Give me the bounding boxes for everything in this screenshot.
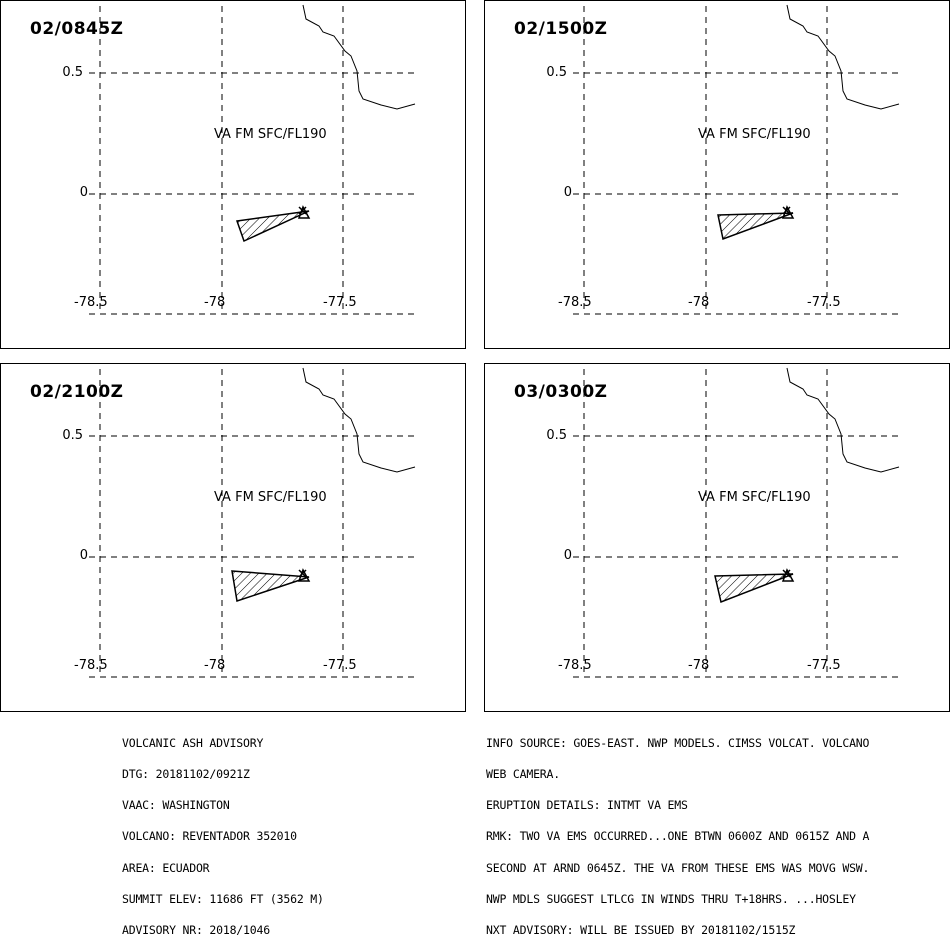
lon-label-78.5: -78.5 xyxy=(74,658,108,673)
panel-time: 02/0845Z xyxy=(30,19,124,39)
lon-label-78.5: -78.5 xyxy=(558,658,592,673)
forecast-panel-2: 02/1500Z VA FM SFC/FL190 0.5 0 -78.5 -78… xyxy=(484,0,950,349)
lon-label-77.5: -77.5 xyxy=(807,295,841,310)
graticule xyxy=(573,369,900,678)
lat-label-0: 0 xyxy=(563,548,572,563)
coastline xyxy=(786,367,900,473)
map-graphic xyxy=(89,367,416,678)
lat-label-0: 0 xyxy=(79,548,88,563)
forecast-panel-3: 02/2100Z VA FM SFC/FL190 0.5 0 -78.5 -78… xyxy=(0,363,466,712)
panel-time: 02/1500Z xyxy=(514,19,608,39)
map-graphic xyxy=(573,4,900,315)
map-graphic xyxy=(89,4,416,315)
ash-area-polygon xyxy=(235,210,310,243)
map-graphic xyxy=(573,367,900,678)
coastline xyxy=(786,4,900,110)
advisory-dtg: DTG: 20181102/0921Z xyxy=(122,767,250,782)
advisory-summit-elev: SUMMIT ELEV: 11686 FT (3562 M) xyxy=(122,891,324,906)
advisory-eruption-details: ERUPTION DETAILS: INTMT VA EMS xyxy=(486,798,688,813)
volcano-marker-x xyxy=(782,206,791,215)
advisory-remarks-cont-2: NWP MDLS SUGGEST LTLCG IN WINDS THRU T+1… xyxy=(486,891,856,906)
advisory-area: AREA: ECUADOR xyxy=(122,860,210,875)
panel-time: 02/2100Z xyxy=(30,382,124,402)
volcano-marker-x xyxy=(782,569,791,578)
lon-label-78: -78 xyxy=(204,295,226,310)
advisory-number: ADVISORY NR: 2018/1046 xyxy=(122,923,270,938)
forecast-panel-4: 03/0300Z VA FM SFC/FL190 0.5 0 -78.5 -78… xyxy=(484,363,950,712)
advisory-remarks-cont-1: SECOND AT ARND 0645Z. THE VA FROM THESE … xyxy=(486,860,870,875)
advisory-remarks: RMK: TWO VA EMS OCCURRED...ONE BTWN 0600… xyxy=(486,829,870,844)
coastline xyxy=(302,367,416,473)
ash-layer-label: VA FM SFC/FL190 xyxy=(214,127,327,142)
lon-label-77.5: -77.5 xyxy=(807,658,841,673)
advisory-title: VOLCANIC ASH ADVISORY xyxy=(122,735,264,750)
lat-label-0: 0 xyxy=(79,185,88,200)
advisory-next: NXT ADVISORY: WILL BE ISSUED BY 20181102… xyxy=(486,923,796,938)
volcano-marker-x xyxy=(298,206,307,215)
ash-layer-label: VA FM SFC/FL190 xyxy=(698,490,811,505)
advisory-header-block: VOLCANIC ASH ADVISORY DTG: 20181102/0921… xyxy=(122,717,324,946)
graticule xyxy=(89,6,416,315)
lat-label-0.5: 0.5 xyxy=(62,428,83,443)
lon-label-78: -78 xyxy=(688,295,710,310)
graticule xyxy=(573,6,900,315)
lon-label-77.5: -77.5 xyxy=(323,658,357,673)
ash-layer-label: VA FM SFC/FL190 xyxy=(214,490,327,505)
advisory-volcano: VOLCANO: REVENTADOR 352010 xyxy=(122,829,297,844)
ash-area-polygon xyxy=(717,212,794,241)
lat-label-0: 0 xyxy=(563,185,572,200)
lon-label-78: -78 xyxy=(204,658,226,673)
volcano-marker-x xyxy=(298,569,307,578)
ash-area-polygon xyxy=(714,573,794,604)
panel-time: 03/0300Z xyxy=(514,382,608,402)
lon-label-77.5: -77.5 xyxy=(323,295,357,310)
advisory-info-source: INFO SOURCE: GOES-EAST. NWP MODELS. CIMS… xyxy=(486,735,870,750)
lon-label-78.5: -78.5 xyxy=(74,295,108,310)
lat-label-0.5: 0.5 xyxy=(62,65,83,80)
graticule xyxy=(89,369,416,678)
lon-label-78.5: -78.5 xyxy=(558,295,592,310)
lon-label-78: -78 xyxy=(688,658,710,673)
advisory-details-block: INFO SOURCE: GOES-EAST. NWP MODELS. CIMS… xyxy=(486,717,869,946)
advisory-info-source-cont: WEB CAMERA. xyxy=(486,767,560,782)
forecast-panel-1: 02/0845Z VA FM SFC/FL190 0.5 0 -78.5 -78… xyxy=(0,0,466,349)
lat-label-0.5: 0.5 xyxy=(546,428,567,443)
ash-area-polygon xyxy=(231,570,310,602)
coastline xyxy=(302,4,416,110)
lat-label-0.5: 0.5 xyxy=(546,65,567,80)
advisory-vaac: VAAC: WASHINGTON xyxy=(122,798,230,813)
ash-layer-label: VA FM SFC/FL190 xyxy=(698,127,811,142)
